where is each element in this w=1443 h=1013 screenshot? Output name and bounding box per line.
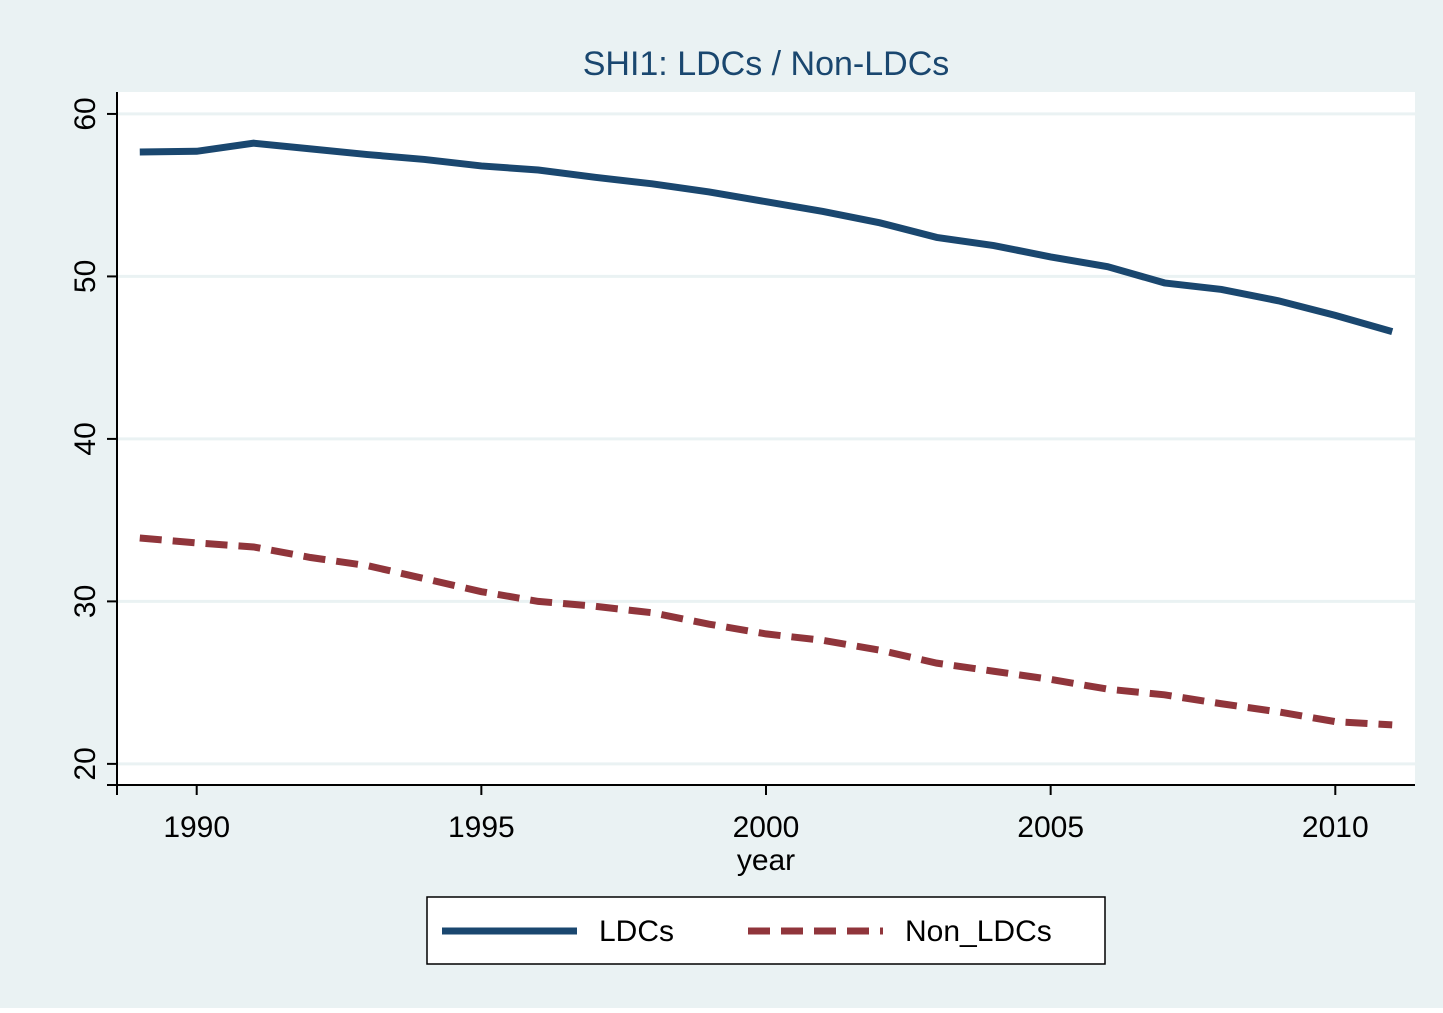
line-series (139, 534, 1393, 729)
legend-label: Non_LDCs (905, 915, 1052, 948)
y-tick-label: 20 (69, 747, 102, 780)
x-tick-label: 2010 (1302, 811, 1369, 844)
y-tick-label: 60 (69, 97, 102, 130)
y-tick-label: 30 (69, 585, 102, 618)
y-tick-label: 40 (69, 422, 102, 455)
x-axis-label: year (737, 844, 795, 877)
legend-label: LDCs (599, 915, 674, 948)
y-tick-label: 50 (69, 260, 102, 293)
x-tick-label: 2005 (1017, 811, 1084, 844)
x-tick-label: 1990 (163, 811, 230, 844)
chart-title: SHI1: LDCs / Non-LDCs (583, 45, 950, 83)
x-tick-label: 1995 (448, 811, 515, 844)
line-series (139, 139, 1394, 336)
x-tick-label: 2000 (733, 811, 800, 844)
